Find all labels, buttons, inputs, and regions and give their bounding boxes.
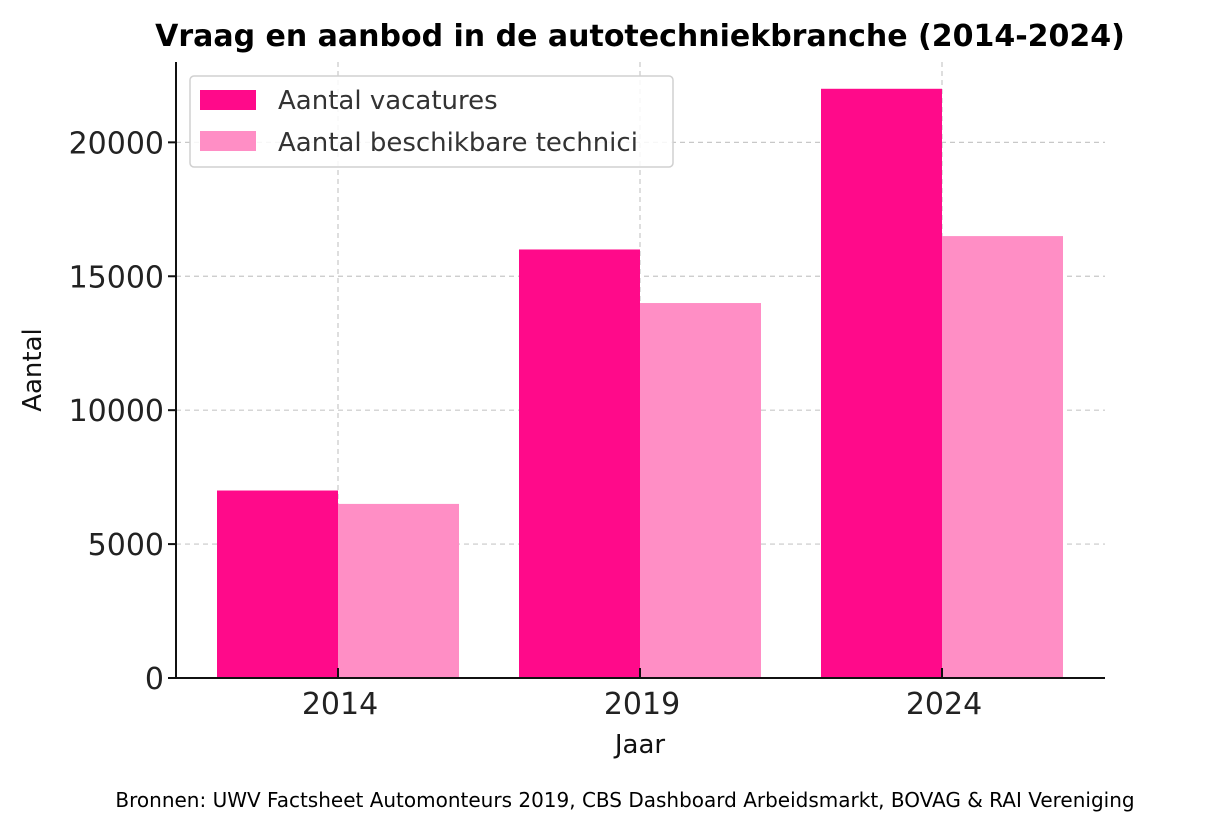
- x-tick-label: 2024: [906, 687, 982, 722]
- source-note: Bronnen: UWV Factsheet Automonteurs 2019…: [115, 788, 1134, 812]
- legend-box: [189, 75, 674, 168]
- bar-vacatures-2024: [821, 88, 942, 679]
- legend: Aantal vacatures Aantal beschikbare tech…: [189, 75, 674, 168]
- bars: [217, 88, 1063, 679]
- legend-label-technici: Aantal beschikbare technici: [278, 128, 638, 158]
- bar-technici-2019: [640, 303, 761, 678]
- bar-technici-2014: [338, 503, 459, 678]
- y-tick-label: 10000: [69, 394, 164, 429]
- bar-technici-2024: [942, 236, 1063, 678]
- x-tick-label: 2014: [302, 687, 378, 722]
- bar-vacatures-2019: [519, 249, 640, 678]
- y-tick-label: 20000: [69, 126, 164, 161]
- tick-labels: 0 5000 10000 15000 20000 2014 2019 2024: [69, 126, 983, 722]
- chart-title: Vraag en aanbod in de autotechniekbranch…: [155, 19, 1125, 54]
- legend-swatch-technici: [200, 131, 256, 151]
- bar-vacatures-2014: [217, 490, 338, 678]
- x-axis-label: Jaar: [613, 730, 666, 760]
- legend-label-vacatures: Aantal vacatures: [278, 86, 498, 116]
- y-tick-label: 15000: [69, 260, 164, 295]
- y-axis-label: Aantal: [18, 328, 48, 412]
- legend-swatch-vacatures: [200, 90, 256, 110]
- y-tick-label: 0: [145, 662, 164, 697]
- x-tick-label: 2019: [604, 687, 680, 722]
- y-tick-label: 5000: [88, 528, 164, 563]
